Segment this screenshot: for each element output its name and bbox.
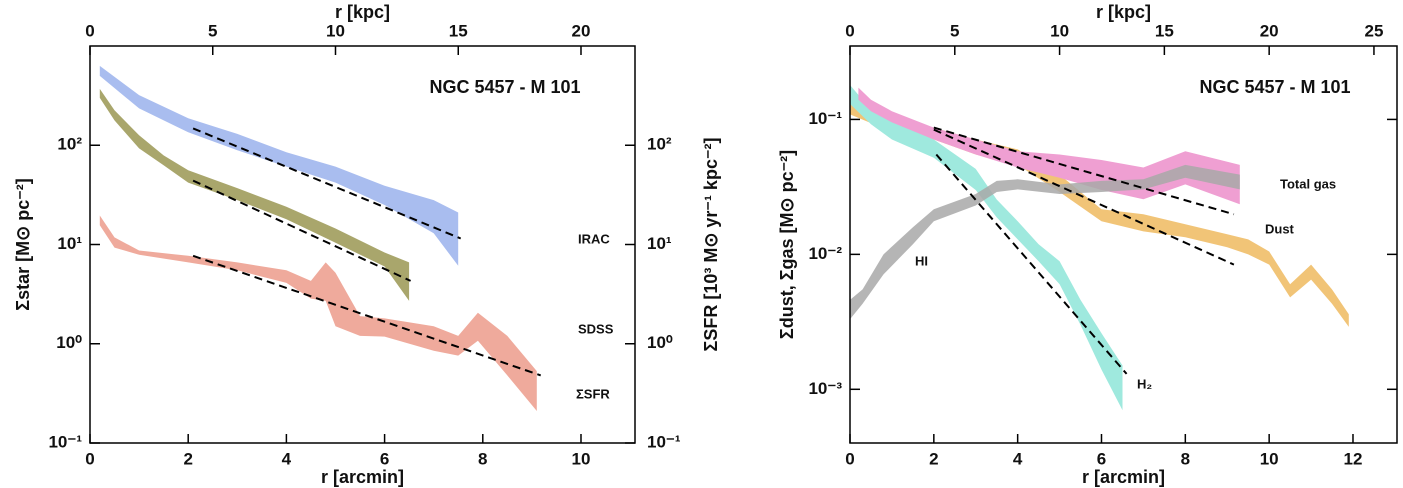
x2-tick-label: 20 bbox=[1260, 21, 1279, 40]
y-tick-label: 10⁻¹ bbox=[48, 432, 82, 451]
chart-title: NGC 5457 - M 101 bbox=[429, 77, 580, 97]
x2-tick-label: 5 bbox=[208, 21, 217, 40]
x-tick-label: 4 bbox=[282, 449, 292, 468]
x2-tick-label: 15 bbox=[1155, 21, 1174, 40]
x-tick-label: 12 bbox=[1344, 449, 1363, 468]
band bbox=[858, 87, 1240, 205]
x-tick-label: 4 bbox=[1013, 449, 1023, 468]
series-label: Dust bbox=[1265, 221, 1295, 236]
y2-tick-label: 10² bbox=[647, 135, 672, 154]
y2-tick-label: 10⁻¹ bbox=[647, 432, 681, 451]
x2-tick-label: 10 bbox=[326, 21, 345, 40]
x2-tick-label: 25 bbox=[1364, 21, 1383, 40]
series-label: ΣSFR bbox=[576, 386, 610, 401]
plot-area: Dust H₂ Total gas HI bbox=[850, 85, 1349, 411]
x2-tick-label: 0 bbox=[85, 21, 94, 40]
band bbox=[850, 85, 1123, 411]
y-tick-label: 10² bbox=[57, 135, 82, 154]
y-tick-label: 10⁻² bbox=[808, 244, 842, 263]
series-label: HI bbox=[915, 253, 928, 268]
band bbox=[850, 164, 1240, 320]
x2-tick-label: 20 bbox=[572, 21, 591, 40]
y2-tick-label: 10⁰ bbox=[647, 333, 673, 352]
band bbox=[99, 88, 410, 301]
fit-line bbox=[935, 153, 1128, 375]
x2-tick-label: 15 bbox=[449, 21, 468, 40]
x2-axis-label: r [kpc] bbox=[335, 2, 390, 22]
x-axis-label: r [arcmin] bbox=[321, 467, 404, 487]
x2-tick-label: 10 bbox=[1050, 21, 1069, 40]
x-axis-label: r [arcmin] bbox=[1082, 467, 1165, 487]
x2-axis-label: r [kpc] bbox=[1096, 2, 1151, 22]
fit-line bbox=[192, 254, 542, 377]
band bbox=[850, 99, 1349, 327]
x2-tick-label: 5 bbox=[950, 21, 959, 40]
fit-line bbox=[192, 179, 412, 282]
x-tick-label: 6 bbox=[1097, 449, 1106, 468]
y-tick-label: 10⁻¹ bbox=[808, 109, 842, 128]
x-tick-label: 6 bbox=[380, 449, 389, 468]
fit-line bbox=[933, 126, 1235, 216]
x-tick-label: 10 bbox=[572, 449, 591, 468]
fit-line bbox=[933, 128, 1235, 266]
series-label: Total gas bbox=[1280, 176, 1336, 191]
fit-line bbox=[192, 127, 462, 240]
panel: IRAC SDSS ΣSFR 0 2 4 6 8 10 0 5 10 15 20 10⁻¹ 10⁰ 10¹ 10²… bbox=[13, 2, 721, 487]
x-tick-label: 10 bbox=[1260, 449, 1279, 468]
y-tick-label: 10⁰ bbox=[56, 333, 82, 352]
x-tick-label: 2 bbox=[929, 449, 938, 468]
y-tick-label: 10¹ bbox=[57, 234, 82, 253]
x2-tick-label: 0 bbox=[845, 21, 854, 40]
x-tick-label: 8 bbox=[478, 449, 487, 468]
series-label: H₂ bbox=[1137, 376, 1152, 391]
series-label: SDSS bbox=[578, 321, 614, 336]
y2-axis-label: ΣSFR [10³ M⊙ yr⁻¹ kpc⁻²] bbox=[701, 138, 721, 352]
x-tick-label: 0 bbox=[85, 449, 94, 468]
band bbox=[99, 215, 537, 411]
series-label: IRAC bbox=[578, 231, 610, 246]
y2-tick-label: 10¹ bbox=[647, 234, 672, 253]
chart-title: NGC 5457 - M 101 bbox=[1199, 77, 1350, 97]
y-axis-label: Σstar [M⊙ pc⁻²] bbox=[13, 178, 33, 310]
band bbox=[99, 65, 459, 266]
x-tick-label: 8 bbox=[1181, 449, 1190, 468]
panel: Dust H₂ Total gas HI 0 2 4 6 8 10 12 0 5 10 15 20 25 10⁻³… bbox=[777, 2, 1398, 487]
plot-area: IRAC SDSS ΣSFR bbox=[99, 65, 614, 411]
x-tick-label: 0 bbox=[845, 449, 854, 468]
y-axis-label: Σdust, Σgas [M⊙ pc⁻²] bbox=[777, 150, 797, 339]
x-tick-label: 2 bbox=[183, 449, 192, 468]
plot-frame bbox=[849, 45, 1398, 444]
y-tick-label: 10⁻³ bbox=[808, 379, 842, 398]
